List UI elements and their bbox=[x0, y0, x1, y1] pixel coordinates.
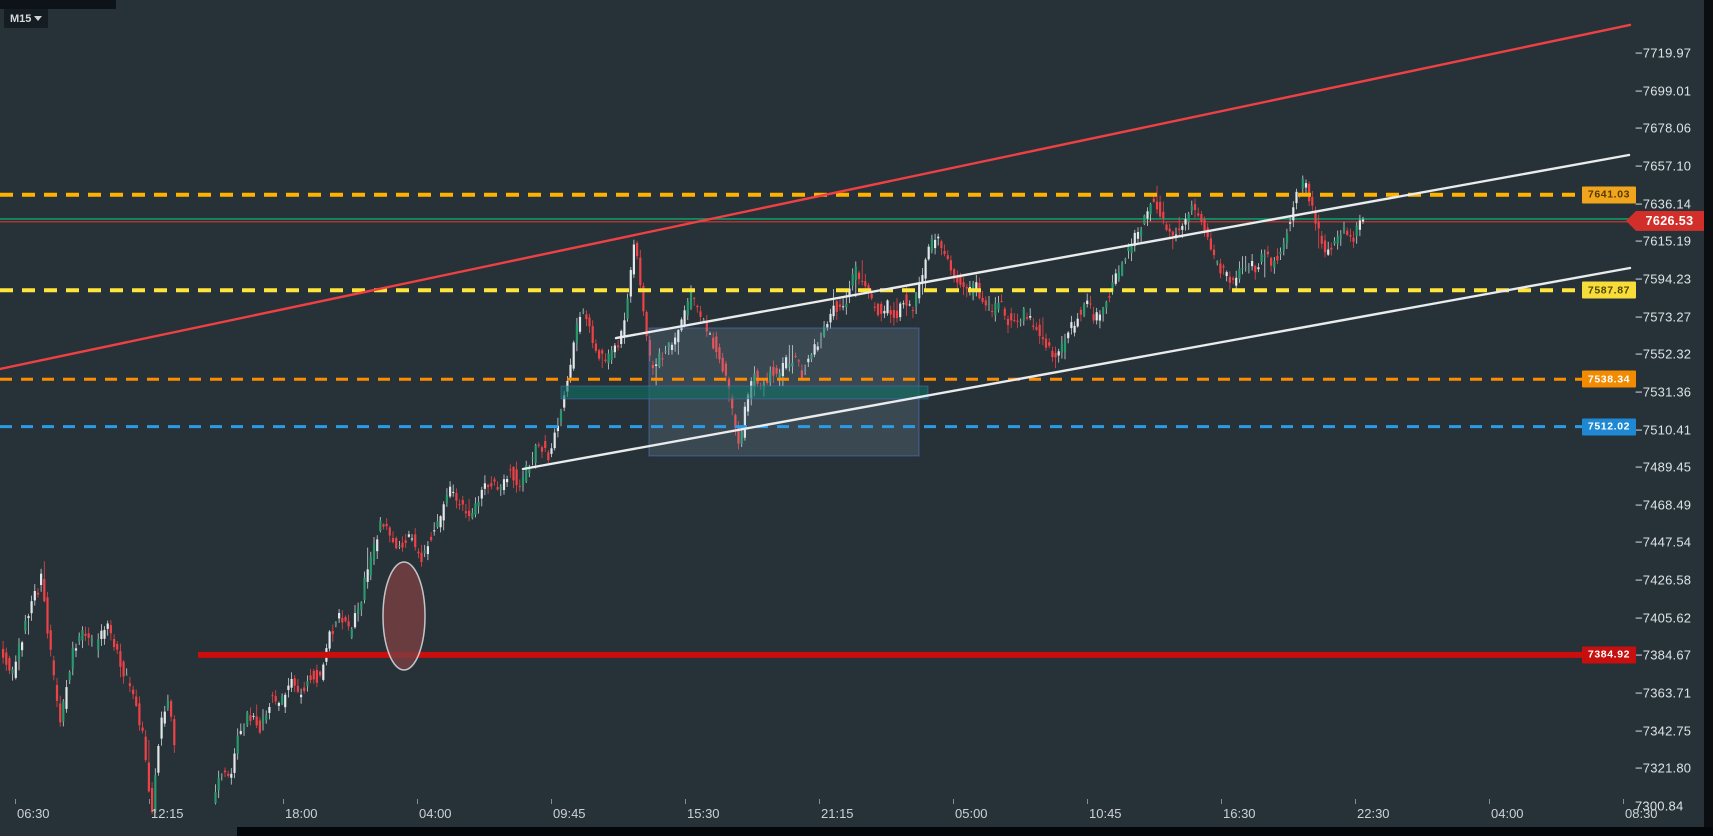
time-tick-label: 10:45 bbox=[1089, 806, 1122, 821]
price-tick-label: −7426.58 bbox=[1635, 572, 1692, 588]
price-tick-label: −7615.19 bbox=[1635, 233, 1692, 249]
current-price-tag[interactable]: 7626.53 bbox=[1626, 210, 1704, 231]
price-tick-label: −7636.14 bbox=[1635, 196, 1692, 212]
time-tick-label: 06:30 bbox=[17, 806, 50, 821]
price-tick-label: −7447.54 bbox=[1635, 534, 1692, 550]
price-tick-label: −7468.49 bbox=[1635, 497, 1692, 513]
price-tick-label: −7678.06 bbox=[1635, 120, 1692, 136]
price-level-tag[interactable]: 7538.34 bbox=[1582, 370, 1636, 388]
top-edge-strip bbox=[0, 0, 116, 9]
price-level-tag[interactable]: 7587.87 bbox=[1582, 281, 1636, 299]
timeframe-selector[interactable]: M15 bbox=[4, 9, 49, 28]
price-tick-label: 7300.84 bbox=[1635, 798, 1684, 814]
price-tick-label: −7342.75 bbox=[1635, 723, 1692, 739]
time-tick-mark bbox=[1087, 799, 1088, 804]
time-tick-label: 04:00 bbox=[419, 806, 452, 821]
time-tick-mark bbox=[15, 799, 16, 804]
time-tick-mark bbox=[1221, 799, 1222, 804]
price-tick-label: −7699.01 bbox=[1635, 83, 1692, 99]
time-tick-mark bbox=[1355, 799, 1356, 804]
price-tick-label: −7594.23 bbox=[1635, 271, 1692, 287]
time-tick-mark bbox=[819, 799, 820, 804]
chevron-down-icon bbox=[34, 16, 43, 21]
price-tick-label: −7321.80 bbox=[1635, 760, 1692, 776]
price-tick-label: −7405.62 bbox=[1635, 610, 1692, 626]
price-level-tag[interactable]: 7641.03 bbox=[1582, 186, 1636, 204]
time-tick-mark bbox=[283, 799, 284, 804]
time-tick-mark bbox=[417, 799, 418, 804]
time-tick-mark bbox=[149, 799, 150, 804]
price-tick-label: −7719.97 bbox=[1635, 45, 1692, 61]
time-tick-label: 12:15 bbox=[151, 806, 184, 821]
time-tick-mark bbox=[1489, 799, 1490, 804]
bottom-edge-strip bbox=[237, 827, 1713, 836]
time-tick-mark bbox=[685, 799, 686, 804]
time-tick-label: 05:00 bbox=[955, 806, 988, 821]
time-tick-mark bbox=[953, 799, 954, 804]
time-tick-label: 22:30 bbox=[1357, 806, 1390, 821]
right-edge-strip bbox=[1704, 0, 1713, 836]
time-tick-label: 04:00 bbox=[1491, 806, 1524, 821]
price-tick-label: −7384.67 bbox=[1635, 647, 1692, 663]
time-tick-label: 09:45 bbox=[553, 806, 586, 821]
timeframe-label: M15 bbox=[10, 12, 32, 25]
time-tick-label: 08:30 bbox=[1625, 806, 1658, 821]
time-tick-label: 16:30 bbox=[1223, 806, 1256, 821]
price-tick-label: −7531.36 bbox=[1635, 384, 1692, 400]
time-tick-label: 15:30 bbox=[687, 806, 720, 821]
time-tick-label: 18:00 bbox=[285, 806, 318, 821]
price-level-tag[interactable]: 7512.02 bbox=[1582, 418, 1636, 436]
price-tick-label: −7510.41 bbox=[1635, 422, 1692, 437]
time-tick-label: 21:15 bbox=[821, 806, 854, 821]
price-level-tag[interactable]: 7384.92 bbox=[1582, 646, 1636, 664]
time-tick-mark bbox=[551, 799, 552, 804]
price-tick-label: −7573.27 bbox=[1635, 309, 1692, 325]
price-tick-label: −7657.10 bbox=[1635, 158, 1692, 174]
price-tick-label: −7363.71 bbox=[1635, 685, 1692, 701]
price-tick-label: −7489.45 bbox=[1635, 459, 1692, 475]
price-tick-label: −7552.32 bbox=[1635, 346, 1692, 362]
time-tick-mark bbox=[1623, 799, 1624, 804]
